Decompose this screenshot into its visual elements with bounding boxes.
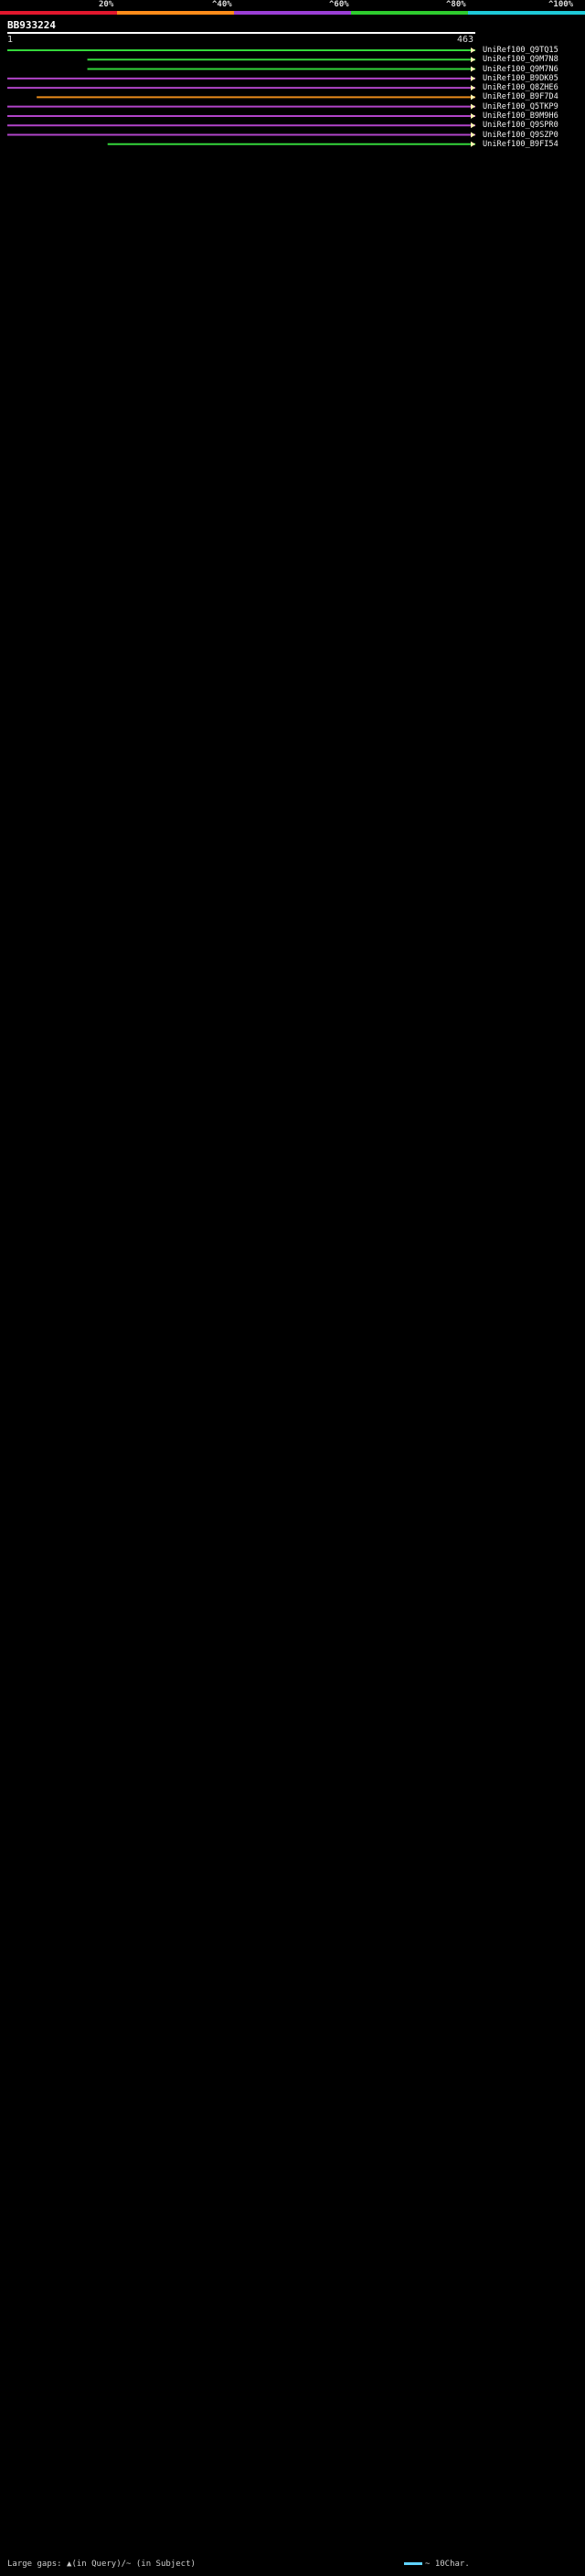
subject-label[interactable]: UniRef100_Q9M7N6 — [483, 64, 558, 74]
footer: Large gaps: ▲(in Query)/~ (in Subject) ~… — [7, 2560, 470, 2569]
hit-end-marker — [471, 94, 475, 101]
legend-segment-60 — [234, 11, 351, 15]
query-id: BB933224 — [7, 19, 56, 31]
legend-segment-100 — [468, 11, 585, 15]
hit-end-marker — [471, 112, 475, 119]
subject-label[interactable]: UniRef100_B9M9H6 — [483, 111, 558, 121]
legend-label-20: 20% — [99, 0, 114, 9]
hit-end-marker — [471, 48, 475, 53]
subject-label[interactable]: UniRef100_B9FI54 — [483, 139, 558, 149]
subject-label[interactable]: UniRef100_Q5TKP9 — [483, 101, 558, 111]
subject-label[interactable]: UniRef100_Q9M7N8 — [483, 55, 558, 65]
subject-label[interactable]: UniRef100_B9F7D4 — [483, 92, 558, 102]
identity-legend: 20% ^40% ^60% ^80% ^100% — [0, 0, 585, 16]
legend-segment-80 — [351, 11, 468, 15]
hit-end-marker — [471, 75, 475, 81]
subject-label[interactable]: UniRef100_B9DK05 — [483, 73, 558, 83]
query-ruler — [7, 32, 475, 34]
subject-label[interactable]: UniRef100_Q8ZHE6 — [483, 83, 558, 93]
legend-segment-40 — [117, 11, 234, 15]
hit-end-marker — [471, 122, 475, 129]
scale-label: ~ 10Char. — [425, 2560, 470, 2569]
legend-label-40: ^40% — [212, 0, 232, 9]
legend-label-80: ^80% — [446, 0, 466, 9]
hit-end-marker — [471, 141, 475, 147]
gap-legend: Large gaps: ▲(in Query)/~ (in Subject) — [7, 2560, 196, 2569]
hit-end-marker — [471, 57, 475, 63]
subject-label[interactable]: UniRef100_Q9SZP0 — [483, 130, 558, 140]
scale-bar — [404, 2562, 422, 2565]
ruler-end: 463 — [457, 35, 474, 45]
legend-segment-20 — [0, 11, 117, 15]
subject-label[interactable]: UniRef100_Q9SPR0 — [483, 121, 558, 131]
scale-legend: ~ 10Char. — [404, 2560, 470, 2569]
hit-end-marker — [471, 103, 475, 110]
legend-label-100: ^100% — [548, 0, 574, 9]
hit-end-marker — [471, 85, 475, 91]
hit-end-marker — [471, 66, 475, 72]
ruler-start: 1 — [7, 35, 14, 45]
hit-end-marker — [471, 132, 475, 138]
alignment-graph — [7, 48, 475, 147]
legend-label-60: ^60% — [329, 0, 349, 9]
subject-label[interactable]: UniRef100_Q9TQ15 — [483, 46, 558, 55]
